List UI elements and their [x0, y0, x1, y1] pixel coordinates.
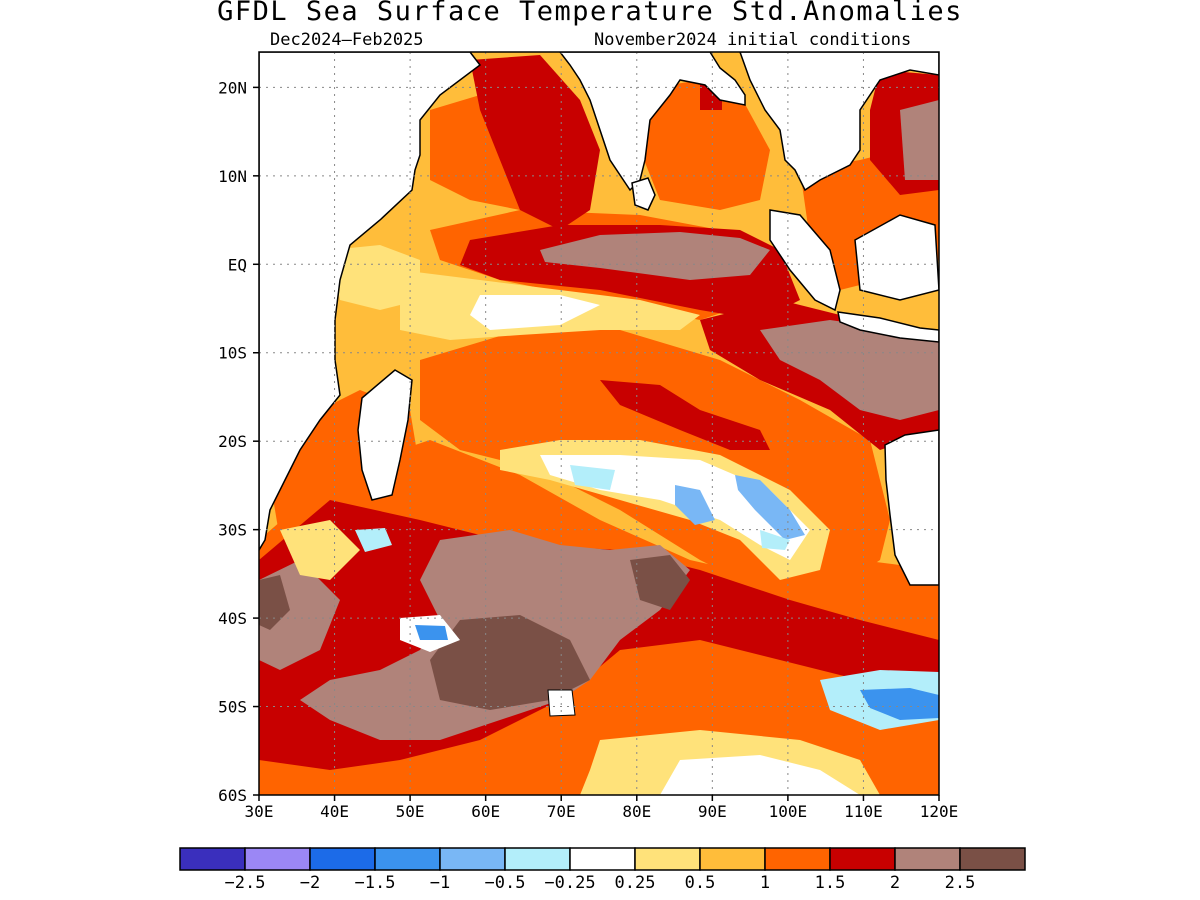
colorbar-swatch [309, 847, 376, 871]
colorbar-swatch [244, 847, 311, 871]
colorbar-label: −2 [300, 873, 320, 893]
eastern-brown-anomaly [760, 320, 939, 420]
lon-tick-label: 60E [471, 802, 500, 821]
colorbar-label: −0.25 [544, 873, 595, 893]
colorbar-labels: −2.5 −2 −1.5 −1 −0.5 −0.25 0.25 0.5 1 1.5 2 2.5 [225, 873, 976, 893]
colorbar-swatch [699, 847, 766, 871]
colorbar-swatch [959, 847, 1026, 871]
borneo [854, 214, 939, 301]
colorbar [179, 847, 1026, 871]
madagascar [357, 369, 413, 501]
lat-tick-label: 20S [218, 432, 247, 451]
colorbar-swatch [894, 847, 961, 871]
central-strong-streak [600, 380, 770, 450]
lon-tick-label: 80E [622, 802, 651, 821]
lon-tick-label: 90E [698, 802, 727, 821]
lat-tick-label: 10S [218, 344, 247, 363]
subtropical-cool-patch [570, 465, 615, 490]
bay-of-bengal-anomaly [640, 80, 770, 210]
sri-lanka [631, 177, 656, 211]
colorbar-swatch [374, 847, 441, 871]
lon-tick-label: 40E [320, 802, 349, 821]
chart-title: GFDL Sea Surface Temperature Std.Anomali… [217, 0, 963, 27]
lat-tick-label: 50S [218, 698, 247, 717]
latitude-axis: 20N 10N EQ 10S 20S 30S 40S 50S 60S [218, 78, 259, 805]
africa-arabia-landmass [259, 52, 482, 552]
colorbar-swatch [439, 847, 506, 871]
somali-coast-light-region [330, 245, 420, 310]
southern-dark-anomaly-east [630, 555, 690, 610]
forecast-period: Dec2024–Feb2025 [270, 30, 424, 50]
colorbar-label: 2 [890, 873, 900, 893]
colorbar-swatch [569, 847, 636, 871]
subtropical-cool-patch-edge [760, 530, 790, 550]
arabian-sea-strong-anomaly [470, 55, 600, 230]
colorbar-label: 2.5 [945, 873, 976, 893]
southeast-cold-patch [860, 688, 939, 720]
colorbar-swatch [764, 847, 831, 871]
colorbar-swatch [634, 847, 701, 871]
colorbar-swatch [179, 847, 246, 871]
subtropical-cool-patch-center [675, 485, 715, 525]
lat-tick-label: 10N [218, 167, 247, 186]
southwest-cool-patch [355, 528, 392, 552]
equatorial-brown-anomaly [540, 232, 770, 280]
colorbar-label: 1.5 [815, 873, 846, 893]
initial-conditions: November2024 initial conditions [594, 30, 912, 50]
anomaly-field [259, 52, 939, 795]
southern-dark-anomaly [430, 615, 590, 710]
colorbar-swatch [504, 847, 571, 871]
map-frame [258, 51, 940, 796]
longitude-axis: 30E 40E 50E 60E 70E 80E 90E 100E 110E 120E [245, 795, 959, 821]
lon-tick-label: 30E [245, 802, 274, 821]
colorbar-label: −0.5 [485, 873, 526, 893]
lat-tick-label: EQ [228, 255, 247, 274]
lon-tick-label: 100E [769, 802, 808, 821]
lat-tick-label: 30S [218, 521, 247, 540]
equatorial-neutral-patch [470, 295, 600, 330]
australia-landmass [884, 429, 939, 586]
colorbar-label: −1.5 [355, 873, 396, 893]
lon-tick-label: 120E [920, 802, 959, 821]
southern-neutral-patch [660, 755, 860, 795]
colorbar-label: 0.25 [615, 873, 656, 893]
agulhas-cold-patch [415, 625, 448, 640]
southeast-asia-landmass [739, 52, 939, 192]
subtropical-cool-patch-east [735, 475, 805, 540]
colorbar-label: 0.5 [685, 873, 716, 893]
lat-tick-label: 40S [218, 609, 247, 628]
lon-tick-label: 70E [547, 802, 576, 821]
southwest-light-patch [280, 520, 360, 580]
map-gridlines [259, 52, 939, 795]
colorbar-label: −2.5 [225, 873, 266, 893]
southwest-dark-anomaly [259, 575, 290, 630]
lat-tick-label: 20N [218, 78, 247, 97]
india-landmass [559, 52, 746, 192]
colorbar-label: 1 [760, 873, 770, 893]
lon-tick-label: 50E [396, 802, 425, 821]
colorbar-swatch [829, 847, 896, 871]
lat-tick-label: 60S [218, 786, 247, 805]
colorbar-label: −1 [430, 873, 450, 893]
philippine-brown-anomaly [900, 100, 939, 180]
lon-tick-label: 110E [844, 802, 883, 821]
